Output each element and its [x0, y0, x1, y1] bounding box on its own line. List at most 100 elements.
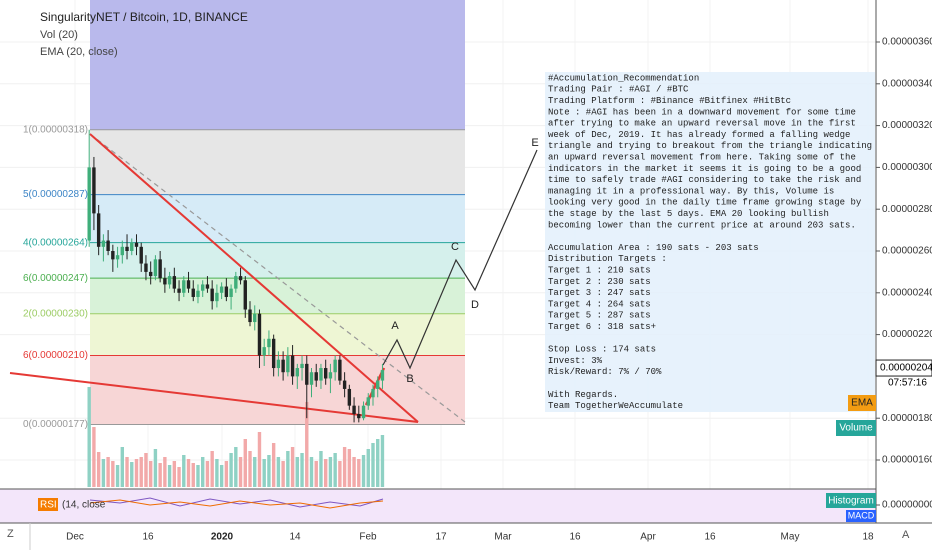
candle-body: [101, 240, 106, 247]
candle-body: [205, 284, 210, 289]
note-line: managing it in a professional way. By th…: [548, 186, 834, 196]
volume-bar: [347, 449, 352, 487]
note-line: time to safely trade #AGI considering to…: [548, 175, 861, 185]
y-tick-label: 0.00000280: [882, 204, 932, 215]
volume-bar: [224, 461, 229, 487]
fib-zone: [90, 129, 465, 195]
candle-body: [347, 388, 352, 406]
price-axis: 0.00000360 0.00000340 0.00000320 0.00000300…: [66, 37, 932, 543]
candle-body: [366, 397, 370, 406]
x-tick-label: 2020: [211, 532, 234, 543]
volume-bar: [234, 447, 238, 487]
candle-body: [144, 263, 148, 272]
volume-bar: [134, 459, 139, 487]
top-zone: [90, 0, 465, 130]
candle-body: [153, 259, 158, 277]
note-line: Target 6 : 318 sats+: [548, 322, 656, 332]
volume-bar: [158, 463, 162, 487]
volume-bar: [371, 443, 375, 487]
candle-body: [342, 380, 347, 389]
candle-body: [148, 271, 153, 277]
candle-body: [357, 414, 361, 419]
volume-bar: [366, 449, 370, 487]
note-line: week of Dec, 2019. It has already formed…: [548, 130, 850, 140]
candle-body: [243, 280, 247, 310]
note-line: indicators in the market it seems it is …: [548, 164, 861, 174]
note-line: Note : #AGI has been in a downward movem…: [548, 107, 856, 117]
rsi-params: (14, close: [62, 500, 106, 511]
y-tick-label: 0.00000180: [882, 413, 932, 424]
fib-label: 5(0.00000287): [23, 189, 88, 200]
toolbar-left[interactable]: Z: [7, 528, 14, 540]
candle-body: [191, 288, 195, 297]
volume-bar: [172, 461, 177, 487]
x-tick-label: Dec: [66, 532, 84, 543]
volume-bar: [120, 447, 124, 487]
candle-body: [352, 405, 356, 415]
volume-bar: [111, 461, 115, 487]
volume-bar: [177, 467, 181, 487]
volume-bar: [139, 457, 143, 487]
note-line: becoming lower than the current price at…: [548, 220, 856, 230]
volume-bar: [290, 447, 295, 487]
volume-bar: [323, 459, 328, 487]
volume-bar: [338, 461, 342, 487]
volume-bar: [148, 461, 153, 487]
fib-zone: [90, 313, 465, 356]
rsi-pane: [0, 489, 876, 523]
candle-body: [248, 309, 252, 323]
candle-body: [92, 167, 96, 214]
x-tick-label: 16: [142, 532, 154, 543]
macd-badge-label: MACD: [848, 510, 875, 520]
candles: [87, 129, 385, 423]
volume-bar: [333, 453, 337, 487]
volume-bar: [257, 432, 262, 487]
fib-label: 1(0.00000318): [23, 124, 88, 135]
volume-bar: [130, 462, 134, 487]
candle-body: [314, 372, 318, 381]
y-tick-label: 0.00000320: [882, 120, 932, 131]
candle-body: [111, 251, 115, 260]
note-line: Target 4 : 264 sats: [548, 299, 651, 309]
candle-body: [361, 405, 366, 419]
volume-bar: [357, 459, 361, 487]
candle-body: [186, 280, 191, 289]
pattern-label: A: [391, 320, 399, 332]
note-line: Target 2 : 230 sats: [548, 277, 651, 287]
candle-body: [257, 313, 262, 356]
candle-body: [309, 372, 314, 385]
volume-bar: [314, 461, 318, 487]
note-line: Team TogetherWeAccumulate: [548, 401, 683, 411]
drawings: A B C D E: [9, 133, 539, 423]
volume-bar: [144, 453, 148, 487]
rsi-signal: [89, 499, 384, 509]
candle-body: [323, 368, 328, 379]
volume-bar: [376, 439, 380, 487]
volume-bar: [342, 447, 347, 487]
note-line: Invest: 3%: [548, 356, 603, 366]
wedge-lower: [9, 372, 419, 423]
volume-bar: [328, 457, 333, 487]
candle-body: [376, 380, 380, 389]
ema-badge-label: EMA: [851, 398, 873, 409]
toolbar-right[interactable]: A: [902, 529, 910, 541]
vol-legend: Vol (20): [40, 29, 78, 41]
rsi-line: [89, 497, 384, 508]
candle-body: [115, 255, 120, 260]
symbol-title: SingularityNET / Bitcoin, 1D, BINANCE: [40, 10, 248, 24]
volume-bar: [196, 465, 200, 487]
volume-bar: [286, 451, 290, 487]
candle-body: [224, 286, 229, 297]
volume-bar: [125, 457, 129, 487]
candle-body: [210, 288, 214, 302]
candle-body: [271, 338, 276, 369]
volume-bar: [163, 457, 167, 487]
volume-bar: [361, 455, 366, 487]
candle-body: [139, 246, 143, 264]
x-tick-label: Feb: [359, 532, 377, 543]
volume-bar: [191, 463, 195, 487]
volume-bar: [210, 451, 214, 487]
candle-body: [234, 276, 238, 289]
volume-bar: [253, 457, 257, 487]
